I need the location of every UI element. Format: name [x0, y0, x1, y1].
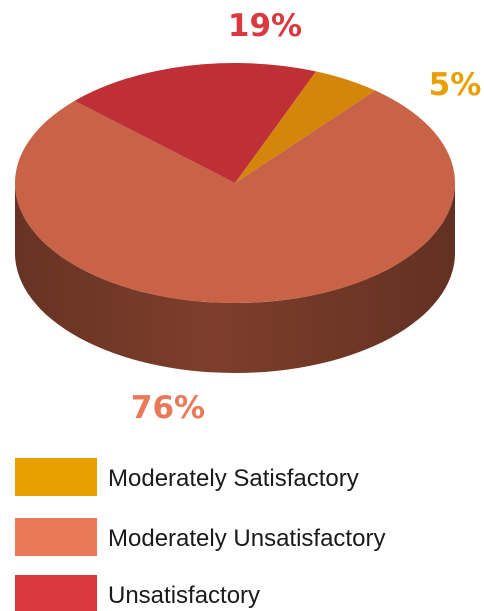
pie-side-group — [15, 183, 455, 373]
legend-label-moderately-unsatisfactory: Moderately Unsatisfactory — [108, 525, 385, 552]
pie-side-shade — [15, 183, 455, 373]
legend-swatch-moderately-unsatisfactory — [15, 518, 97, 556]
pie-top-group — [15, 63, 456, 304]
legend-label-unsatisfactory: Unsatisfactory — [108, 582, 260, 609]
value-label-moderately-unsatisfactory: 76% — [131, 390, 205, 426]
legend: Moderately Satisfactory Moderately Unsati… — [15, 458, 385, 611]
pie-slice-moderately-satisfactory — [235, 71, 376, 183]
legend-swatch-moderately-satisfactory — [15, 458, 97, 496]
pie-slice-unsatisfactory — [74, 63, 316, 183]
legend-label-moderately-satisfactory: Moderately Satisfactory — [108, 465, 359, 492]
pie-slice-moderately-unsatisfactory — [15, 90, 456, 304]
value-label-group: 5% 76% 19% — [131, 8, 481, 426]
value-label-unsatisfactory: 19% — [228, 8, 302, 44]
value-label-moderately-satisfactory: 5% — [429, 67, 482, 103]
legend-swatch-unsatisfactory — [15, 575, 97, 611]
